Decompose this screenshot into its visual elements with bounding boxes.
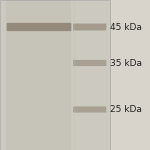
FancyBboxPatch shape — [73, 24, 106, 30]
FancyBboxPatch shape — [7, 23, 71, 31]
Text: 35 kDa: 35 kDa — [110, 58, 142, 68]
Text: 45 kDa: 45 kDa — [110, 22, 142, 32]
FancyBboxPatch shape — [73, 106, 106, 112]
Bar — [6, 0, 71, 150]
Text: 25 kDa: 25 kDa — [110, 105, 142, 114]
FancyBboxPatch shape — [73, 60, 106, 66]
Bar — [0, 0, 110, 150]
